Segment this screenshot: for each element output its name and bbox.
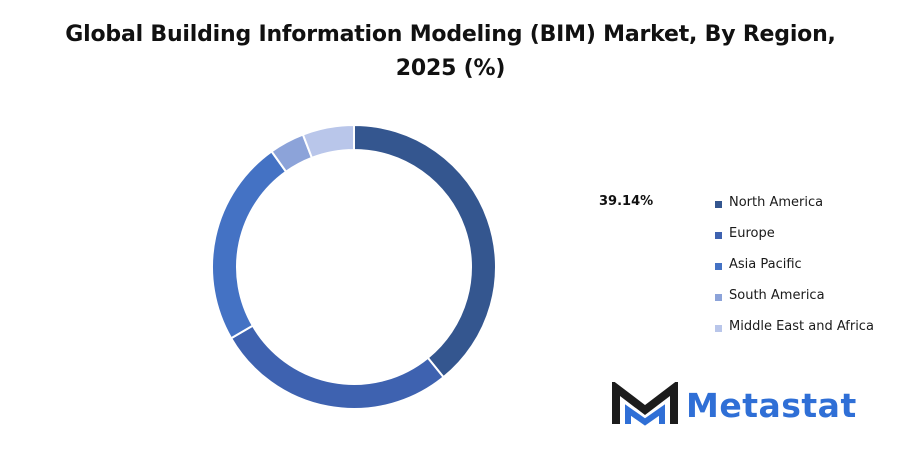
legend-swatch (715, 263, 722, 270)
legend-item-middle-east-and-africa: Middle East and Africa (715, 319, 874, 350)
metastat-m-icon (612, 382, 678, 426)
chart-title: Global Building Information Modeling (BI… (0, 18, 901, 86)
legend-swatch (715, 325, 722, 332)
legend-item-south-america: South America (715, 288, 874, 319)
legend-item-north-america: North America (715, 195, 874, 226)
chart-title-line-1: Global Building Information Modeling (BI… (65, 22, 836, 47)
legend-label: Europe (729, 226, 775, 241)
legend-swatch (715, 201, 722, 208)
slice-north-america (353, 123, 497, 379)
legend-label: South America (729, 288, 825, 303)
slice-asia-pacific (211, 149, 288, 340)
chart-title-line-2: 2025 (%) (395, 56, 506, 81)
data-label-north-america: 39.14% (599, 194, 654, 209)
metastat-logo: Metastat (612, 382, 857, 428)
legend-item-asia-pacific: Asia Pacific (715, 257, 874, 288)
legend-swatch (715, 294, 722, 301)
legend-swatch (715, 232, 722, 239)
slice-europe (229, 324, 445, 410)
legend-item-europe: Europe (715, 226, 874, 257)
legend-label: Middle East and Africa (729, 319, 874, 334)
logo-text: Metastat (686, 385, 857, 425)
legend-label: North America (729, 195, 824, 210)
slice-middle-east-and-africa (301, 123, 355, 160)
chart-legend: North America Europe Asia Pacific South Ame… (715, 195, 874, 350)
legend-label: Asia Pacific (729, 257, 802, 272)
